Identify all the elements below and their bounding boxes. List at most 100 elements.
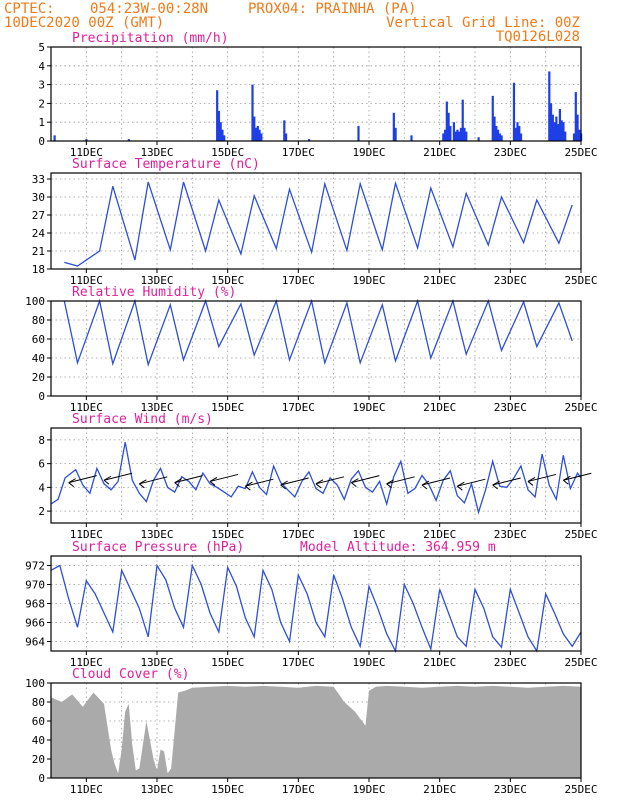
x-tick-label: 11DEC [70,528,103,541]
x-tick-label: 19DEC [352,274,385,287]
precip-bar [458,131,461,141]
precip-bar [560,120,563,141]
precip-bar [553,122,556,141]
precip-bar [216,90,219,141]
x-tick-label: 17DEC [282,146,315,159]
x-tick-label: 21DEC [423,783,456,796]
x-tick-label: 21DEC [423,146,456,159]
wind-arrow-head [351,478,359,488]
wind-arrow [103,472,133,481]
precip-bar [251,84,254,141]
panel-annotation-altitude: Model Altitude: 364.959 m [300,540,496,555]
precip-bar [392,112,395,141]
x-tick-label: 19DEC [352,783,385,796]
precip-bar [493,116,496,141]
precip-bar [574,92,577,141]
series-line-rh [63,298,573,367]
y-tick-label: 6 [38,458,45,471]
y-tick-label: 964 [25,636,45,649]
x-tick-label: 15DEC [211,656,244,669]
precip-bar [498,133,501,141]
series-line-temp [64,180,573,267]
precip-bar [256,125,259,141]
y-tick-label: 4 [38,481,45,494]
x-tick-label: 25DEC [564,656,597,669]
x-tick-label: 13DEC [140,274,173,287]
x-tick-label: 15DEC [211,401,244,414]
precip-bar [85,139,88,141]
y-tick-label: 20 [32,753,45,766]
x-tick-label: 25DEC [564,274,597,287]
wind-arrow-head [492,480,500,490]
precip-bar [549,103,553,141]
y-tick-label: 80 [32,314,45,327]
precip-bar [459,127,463,141]
precip-bar [284,133,288,141]
x-tick-label: 17DEC [282,528,315,541]
panel-frame-rh [50,300,582,397]
panel-frame-temp [50,172,582,270]
wind-arrow-head [280,480,288,490]
precip-bar [442,133,445,141]
x-tick-label: 15DEC [211,783,244,796]
y-tick-label: 0 [38,390,45,403]
precip-bar [495,125,498,141]
precip-bar [260,133,263,141]
wind-arrow [563,472,592,481]
header-date: 10DEC2020 00Z (GMT) [4,15,164,31]
x-tick-label: 17DEC [282,783,315,796]
wind-arrow [209,473,239,482]
precip-bar [514,127,517,141]
precip-bar [456,129,459,141]
precip-bar [253,116,256,141]
x-tick-label: 25DEC [564,783,597,796]
x-tick-label: 17DEC [282,656,315,669]
series-line-pres [50,563,582,654]
y-tick-label: 60 [32,715,45,728]
wind-arrow-head [386,479,394,489]
wind-arrow-head [139,479,147,489]
panel-title-wind: Surface Wind (m/s) [72,412,213,427]
y-tick-label: 2 [38,97,45,110]
panel-title-cloud: Cloud Cover (%) [72,667,189,682]
precip-bar [519,133,523,141]
panel-frame-precip [50,46,582,142]
y-tick-label: 972 [25,560,45,573]
x-tick-label: 23DEC [494,146,527,159]
precip-bar [454,131,457,141]
y-tick-label: 968 [25,598,45,611]
y-tick-label: 966 [25,617,45,630]
panel-title-pressure: Surface Pressure (hPa) [72,540,244,555]
precip-bar [518,125,521,141]
wind-arrow-head [174,478,182,488]
x-tick-label: 19DEC [352,656,385,669]
precip-bar [578,129,581,141]
x-tick-label: 19DEC [352,528,385,541]
precip-bar [576,114,579,141]
header-location: PROX04: PRAINHA (PA) [248,1,417,17]
header-source: CPTEC: [4,1,55,17]
precip-bar [512,82,516,141]
panel-title-humidity: Relative Humidity (%) [72,285,236,300]
x-tick-label: 15DEC [211,274,244,287]
wind-arrow [174,475,203,484]
y-tick-label: 40 [32,734,45,747]
y-tick-label: 24 [32,227,46,240]
x-tick-label: 13DEC [140,783,173,796]
precip-bar [551,114,554,141]
x-tick-label: 23DEC [494,783,527,796]
precip-bar [477,137,480,141]
panel-title-precipitation: Precipitation (mm/h) [72,31,229,46]
precip-bar [410,135,413,141]
wind-arrow [527,473,557,482]
x-tick-label: 23DEC [494,656,527,669]
y-tick-label: 60 [32,333,45,346]
wind-arrow-head [245,481,253,491]
precip-bar [449,125,452,141]
wind-arrow [492,477,521,486]
y-tick-label: 30 [32,191,45,204]
wind-arrow-head [421,480,430,490]
x-tick-label: 19DEC [352,146,385,159]
wind-arrow-head [457,481,465,491]
x-tick-label: 21DEC [423,528,456,541]
